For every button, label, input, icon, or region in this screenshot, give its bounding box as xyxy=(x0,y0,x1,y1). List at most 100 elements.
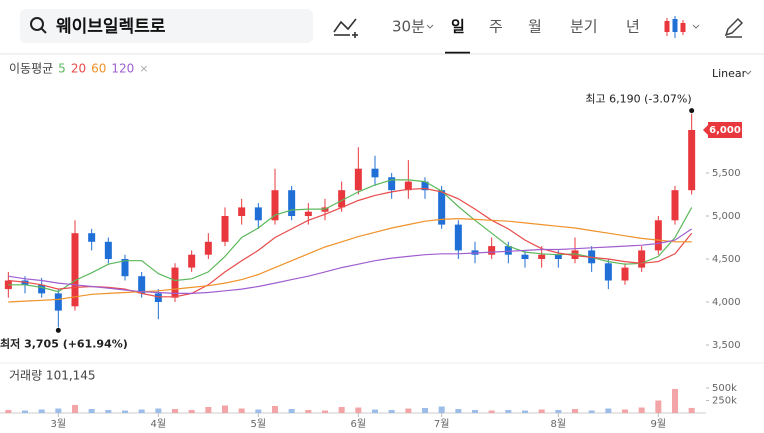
volume-bar xyxy=(405,408,412,413)
search-box[interactable] xyxy=(20,9,313,43)
dropdown-chevron xyxy=(426,24,434,29)
volume-bar xyxy=(672,389,678,413)
candle-body xyxy=(671,190,679,221)
volume-bar xyxy=(555,410,562,413)
x-tick-label: 3월 xyxy=(51,418,67,430)
x-tick-label: 8월 xyxy=(551,418,567,430)
volume-bar xyxy=(572,409,578,413)
legend-entry[interactable]: 5 xyxy=(58,62,66,76)
volume-bar xyxy=(122,410,128,413)
volume-bar xyxy=(255,409,262,413)
volume-bar xyxy=(638,407,645,413)
period-tab[interactable]: 일 xyxy=(451,18,465,36)
volume-bar xyxy=(355,407,362,413)
last-price-pointer xyxy=(703,125,708,135)
volume-bar xyxy=(288,409,295,413)
volume-bar xyxy=(538,409,545,413)
candle-body xyxy=(621,267,629,281)
volume-bar xyxy=(588,410,595,413)
candle-body xyxy=(421,181,429,191)
y-tick-label: 4,000 xyxy=(712,297,741,308)
volume-bar xyxy=(105,410,112,413)
volume-bar xyxy=(155,408,162,413)
volume-bar xyxy=(605,408,612,413)
volume-bar xyxy=(522,410,528,413)
period-tab[interactable]: 월 xyxy=(528,18,542,36)
legend-entry[interactable]: 60 xyxy=(91,62,106,76)
candle-body xyxy=(338,190,346,208)
volume-bar xyxy=(305,410,312,413)
period-tab[interactable]: 30분 xyxy=(392,18,425,36)
volume-bar xyxy=(272,406,278,413)
volume-bar xyxy=(205,407,212,413)
candle-body xyxy=(171,267,179,298)
candle-body xyxy=(521,254,529,259)
candle-body xyxy=(71,233,79,307)
candle-body xyxy=(138,276,146,294)
volume-bar xyxy=(222,405,228,413)
candle-body xyxy=(538,254,546,259)
volume-bar xyxy=(238,408,245,413)
volume-bar xyxy=(22,410,28,413)
candle-body xyxy=(504,246,512,255)
chart-type-icon[interactable] xyxy=(664,16,700,38)
moving-average xyxy=(8,179,693,293)
period-tab[interactable]: 년 xyxy=(626,18,640,36)
volume-bar xyxy=(5,410,12,413)
volume-bar xyxy=(322,410,328,413)
volume-bar xyxy=(688,407,695,413)
candle-body xyxy=(488,246,496,255)
volume-title: 거래량 101,145 xyxy=(9,369,96,383)
candle-body xyxy=(638,250,646,268)
volume-bar xyxy=(505,410,512,413)
legend-entry[interactable]: 120 xyxy=(111,62,134,76)
edit-icon[interactable] xyxy=(724,17,744,38)
candle-body xyxy=(288,190,296,216)
volume-bar xyxy=(88,409,95,413)
candle-body xyxy=(254,207,262,221)
volume-bar xyxy=(488,410,495,413)
drawing-tool-icon[interactable] xyxy=(333,18,358,38)
volume-tick-label: 500k xyxy=(712,383,737,394)
candle-body xyxy=(654,220,662,251)
last-price-label: 6,000 xyxy=(709,125,741,136)
candle-body xyxy=(438,190,446,225)
legend-close[interactable]: × xyxy=(139,62,148,75)
volume-bar xyxy=(438,406,445,413)
candle-body xyxy=(371,168,379,178)
candle-body xyxy=(38,284,46,294)
volume-bar xyxy=(188,410,195,413)
volume-bar xyxy=(38,409,45,413)
search-icon xyxy=(30,17,47,34)
candle-body xyxy=(404,181,412,191)
last-price-box xyxy=(708,122,742,138)
x-tick-label: 9월 xyxy=(651,418,667,430)
search-text[interactable]: 웨이브일렉트로 xyxy=(56,17,166,37)
moving-average xyxy=(8,228,693,294)
period-tab[interactable]: 분기 xyxy=(570,18,598,36)
candle-body xyxy=(354,168,362,191)
candle-body xyxy=(604,263,612,281)
candle-body xyxy=(304,211,312,216)
y-tick-label: 4,500 xyxy=(712,254,741,265)
candle-body xyxy=(221,216,229,242)
candle-body xyxy=(154,293,162,302)
volume-bar xyxy=(338,407,345,413)
candle-body xyxy=(388,177,396,191)
candle-body xyxy=(271,190,279,221)
volume-bar xyxy=(72,405,78,413)
legend-entry[interactable]: 20 xyxy=(71,62,86,76)
period-tab[interactable]: 주 xyxy=(489,18,503,36)
scale-button[interactable]: Linear xyxy=(712,67,747,80)
candle-body xyxy=(188,254,196,268)
candle-body xyxy=(121,259,129,277)
volume-bar xyxy=(422,408,428,413)
low-marker xyxy=(55,327,61,333)
candle-body xyxy=(688,130,696,191)
candle-body xyxy=(238,207,246,216)
moving-average xyxy=(8,217,692,303)
candle-body xyxy=(104,241,112,259)
volume-bar xyxy=(472,410,478,413)
